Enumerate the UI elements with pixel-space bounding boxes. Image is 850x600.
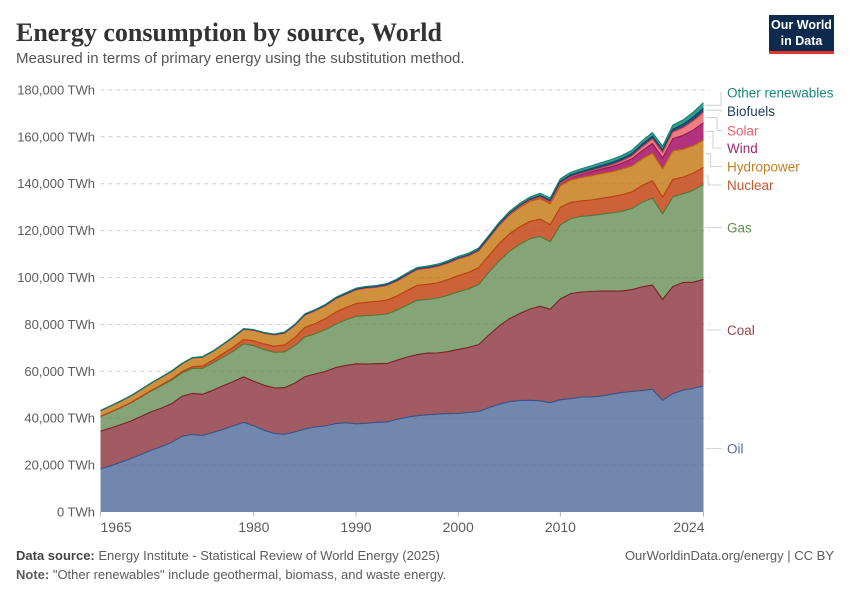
svg-text:Wind: Wind [727, 141, 758, 156]
svg-text:Coal: Coal [727, 323, 755, 338]
svg-text:Hydropower: Hydropower [727, 160, 800, 175]
svg-text:60,000 TWh: 60,000 TWh [24, 364, 95, 379]
svg-text:2024: 2024 [673, 519, 704, 535]
svg-text:1990: 1990 [340, 519, 371, 535]
svg-text:Nuclear: Nuclear [727, 178, 774, 193]
svg-text:2010: 2010 [545, 519, 576, 535]
svg-text:0 TWh: 0 TWh [57, 505, 95, 520]
svg-text:120,000 TWh: 120,000 TWh [17, 223, 95, 238]
svg-text:20,000 TWh: 20,000 TWh [24, 458, 95, 473]
svg-text:40,000 TWh: 40,000 TWh [24, 411, 95, 426]
svg-text:Gas: Gas [727, 221, 752, 236]
svg-text:1980: 1980 [238, 519, 269, 535]
svg-text:100,000 TWh: 100,000 TWh [17, 270, 95, 285]
svg-text:Solar: Solar [727, 124, 759, 139]
svg-text:Other renewables: Other renewables [727, 86, 834, 101]
svg-text:2000: 2000 [443, 519, 474, 535]
svg-text:180,000 TWh: 180,000 TWh [17, 82, 95, 97]
svg-text:160,000 TWh: 160,000 TWh [17, 129, 95, 144]
svg-text:80,000 TWh: 80,000 TWh [24, 317, 95, 332]
svg-text:140,000 TWh: 140,000 TWh [17, 176, 95, 191]
svg-text:Biofuels: Biofuels [727, 104, 775, 119]
svg-text:1965: 1965 [101, 519, 132, 535]
svg-text:Oil: Oil [727, 442, 744, 457]
